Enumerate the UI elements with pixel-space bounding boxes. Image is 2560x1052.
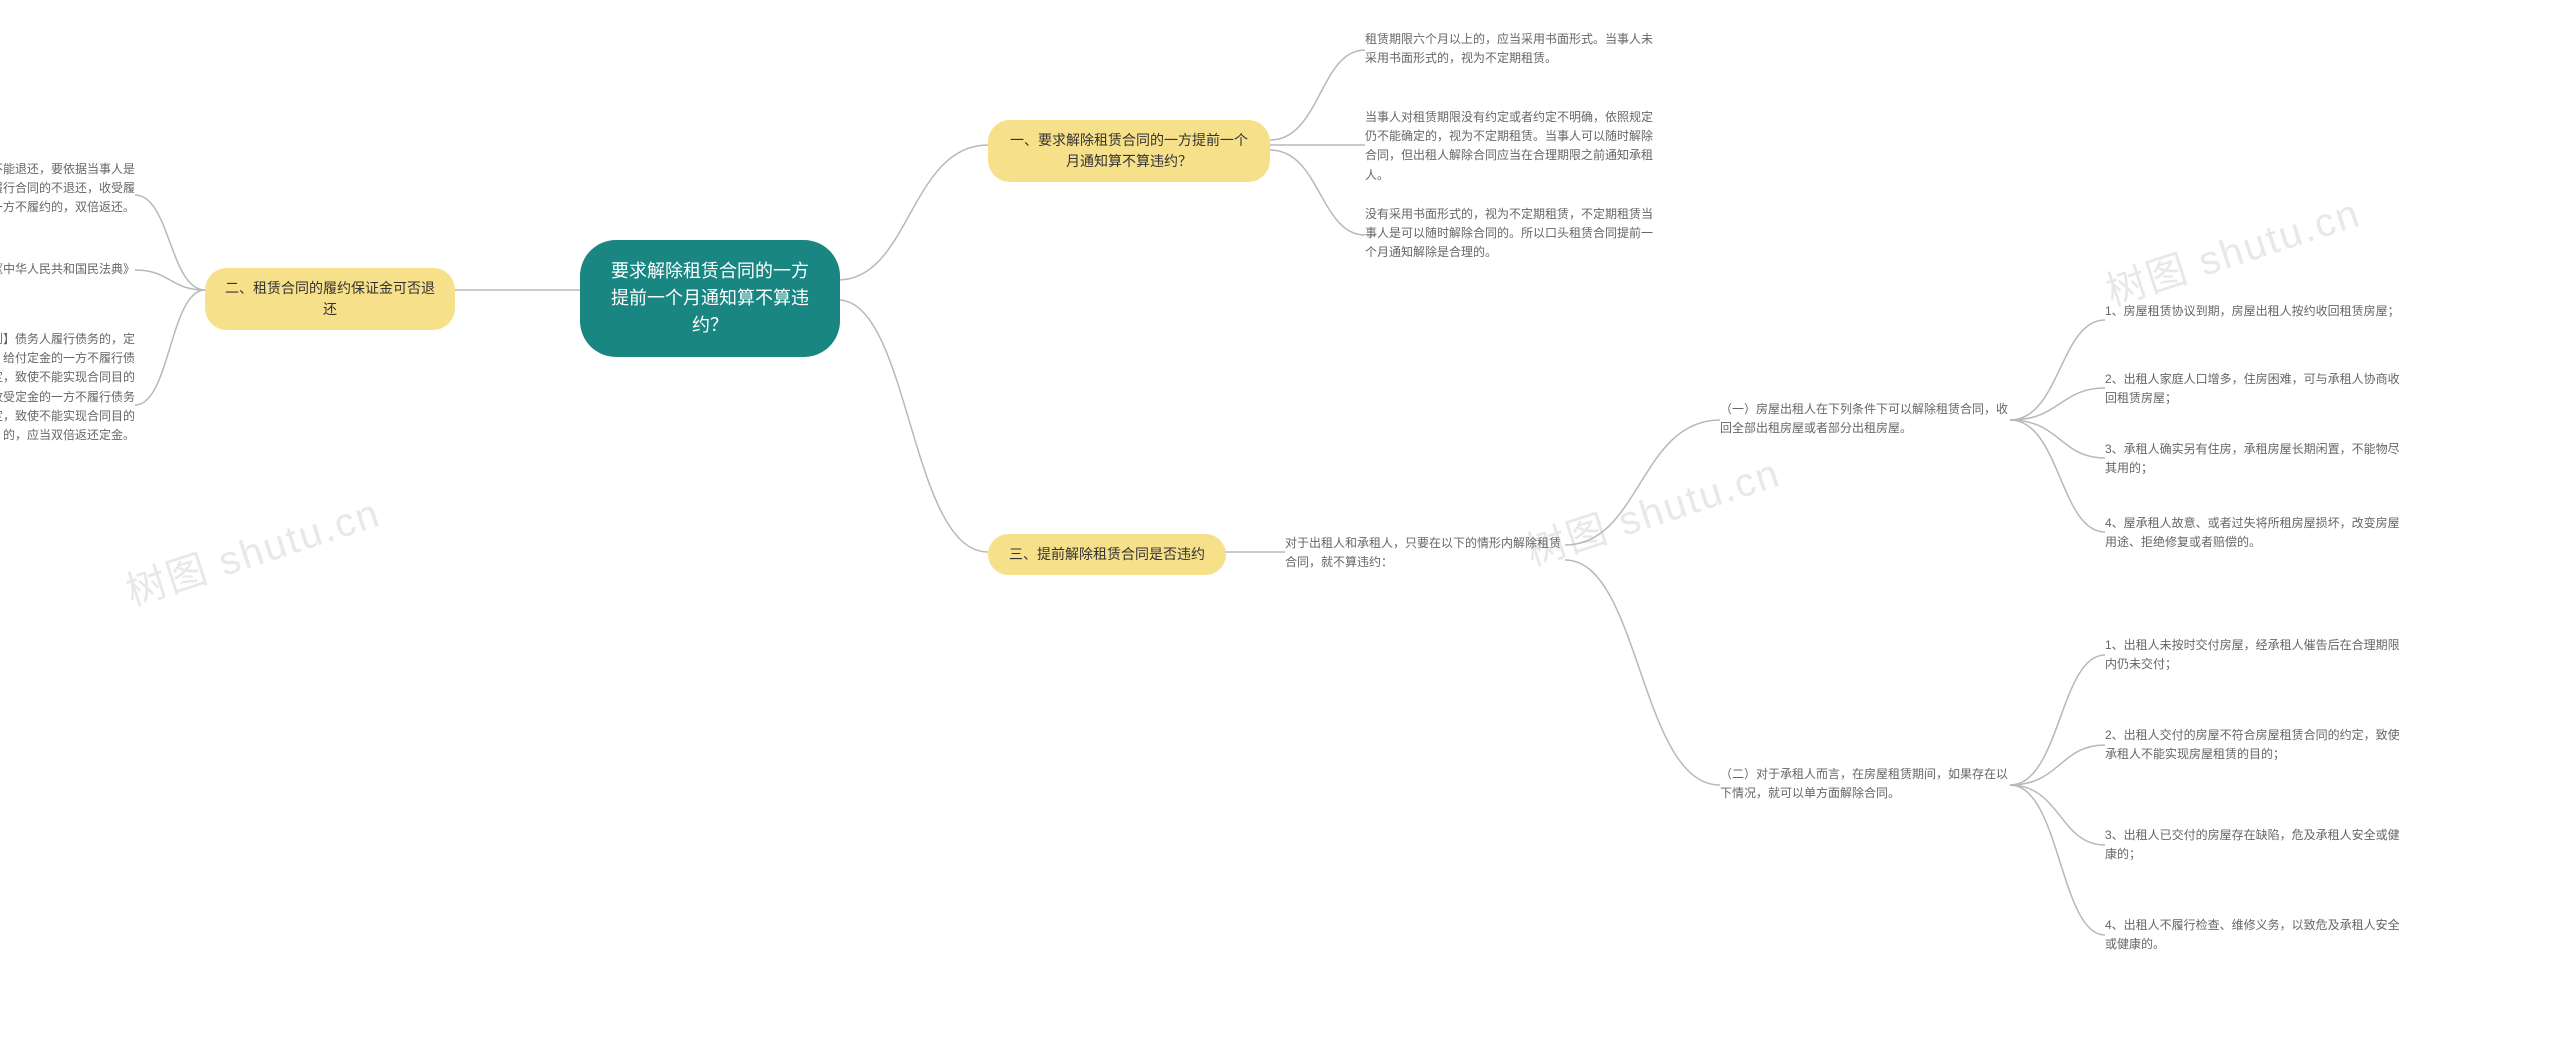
branch-2-label: 二、租赁合同的履约保证金可否退还 <box>223 278 437 320</box>
branch-2-leaf-2: 《中华人民共和国民法典》 <box>0 260 135 279</box>
branch-3-sub1-l2: 2、出租人家庭人口增多，住房困难，可与承租人协商收回租赁房屋； <box>2105 370 2405 408</box>
branch-3-sub2-l4: 4、出租人不履行检查、维修义务，以致危及承租人安全或健康的。 <box>2105 916 2405 954</box>
watermark: 树图 shutu.cn <box>118 481 387 618</box>
root-label: 要求解除租赁合同的一方提前一个月通知算不算违约？ <box>608 258 812 339</box>
branch-1-label: 一、要求解除租赁合同的一方提前一个月通知算不算违约？ <box>1006 130 1252 172</box>
watermark: 树图 shutu.cn <box>2098 181 2367 318</box>
branch-3-sub0: 对于出租人和承租人，只要在以下的情形内解除租赁合同，就不算违约： <box>1285 534 1565 572</box>
branch-1-leaf-1: 租赁期限六个月以上的，应当采用书面形式。当事人未采用书面形式的，视为不定期租赁。 <box>1365 30 1655 68</box>
branch-1-leaf-3: 没有采用书面形式的，视为不定期租赁，不定期租赁当事人是可以随时解除合同的。所以口… <box>1365 205 1655 263</box>
branch-3-sub2: （二）对于承租人而言，在房屋租赁期间，如果存在以下情况，就可以单方面解除合同。 <box>1720 765 2010 803</box>
branch-1[interactable]: 一、要求解除租赁合同的一方提前一个月通知算不算违约？ <box>988 120 1270 182</box>
branch-2-leaf-1: 租赁合同的履约保证金能不能退还，要依据当事人是否履行了合同而定，没有履行合同的不… <box>0 160 135 218</box>
branch-1-leaf-2: 当事人对租赁期限没有约定或者约定不明确，依照规定仍不能确定的，视为不定期租赁。当… <box>1365 108 1655 185</box>
branch-3-sub2-l1: 1、出租人未按时交付房屋，经承租人催告后在合理期限内仍未交付； <box>2105 636 2405 674</box>
branch-3-sub2-l2: 2、出租人交付的房屋不符合房屋租赁合同的约定，致使承租人不能实现房屋租赁的目的； <box>2105 726 2405 764</box>
branch-2-leaf-3: 第五百八十七条 【定金罚则】债务人履行债务的，定金应当抵作价款或者收回。给付定金… <box>0 330 135 445</box>
branch-3-sub1-l3: 3、承租人确实另有住房，承租房屋长期闲置，不能物尽其用的； <box>2105 440 2405 478</box>
branch-2[interactable]: 二、租赁合同的履约保证金可否退还 <box>205 268 455 330</box>
branch-3[interactable]: 三、提前解除租赁合同是否违约 <box>988 534 1226 575</box>
branch-3-sub1: （一）房屋出租人在下列条件下可以解除租赁合同，收回全部出租房屋或者部分出租房屋。 <box>1720 400 2010 438</box>
branch-3-sub1-l1: 1、房屋租赁协议到期，房屋出租人按约收回租赁房屋； <box>2105 302 2405 321</box>
root-node[interactable]: 要求解除租赁合同的一方提前一个月通知算不算违约？ <box>580 240 840 357</box>
branch-3-label: 三、提前解除租赁合同是否违约 <box>1009 544 1205 565</box>
branch-3-sub1-l4: 4、屋承租人故意、或者过失将所租房屋损坏，改变房屋用途、拒绝修复或者赔偿的。 <box>2105 514 2405 552</box>
branch-3-sub2-l3: 3、出租人已交付的房屋存在缺陷，危及承租人安全或健康的； <box>2105 826 2405 864</box>
